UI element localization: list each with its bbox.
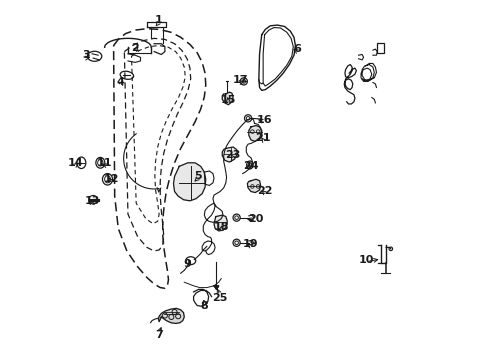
- Text: 1: 1: [154, 15, 162, 26]
- Text: 18: 18: [213, 222, 228, 232]
- Text: 19: 19: [243, 239, 258, 249]
- Polygon shape: [214, 215, 227, 231]
- Polygon shape: [247, 179, 260, 193]
- Polygon shape: [222, 92, 233, 105]
- Text: 14: 14: [68, 158, 83, 168]
- Bar: [376, 42, 383, 53]
- Text: 20: 20: [248, 214, 263, 224]
- Text: 11: 11: [97, 158, 112, 168]
- Polygon shape: [222, 147, 237, 162]
- Text: 6: 6: [293, 44, 301, 54]
- Text: 9: 9: [183, 259, 191, 269]
- Text: 16: 16: [256, 115, 271, 125]
- Polygon shape: [173, 163, 205, 201]
- Text: 10: 10: [358, 255, 373, 265]
- Text: 2: 2: [131, 43, 139, 53]
- Text: 5: 5: [194, 171, 201, 181]
- Text: 13: 13: [84, 196, 100, 206]
- Text: 15: 15: [220, 95, 236, 105]
- Text: 25: 25: [212, 293, 227, 303]
- Text: 8: 8: [200, 301, 208, 311]
- Text: 12: 12: [103, 174, 119, 184]
- Text: 3: 3: [82, 50, 90, 60]
- Text: 22: 22: [257, 186, 272, 197]
- Polygon shape: [248, 126, 261, 141]
- Text: 21: 21: [255, 133, 270, 143]
- Polygon shape: [158, 309, 184, 323]
- Text: 4: 4: [117, 77, 124, 87]
- Text: 23: 23: [225, 150, 240, 160]
- Text: 17: 17: [232, 75, 247, 85]
- Text: 7: 7: [155, 330, 163, 340]
- Circle shape: [89, 195, 97, 204]
- Text: 24: 24: [243, 161, 258, 171]
- Polygon shape: [154, 44, 164, 54]
- Polygon shape: [214, 286, 218, 289]
